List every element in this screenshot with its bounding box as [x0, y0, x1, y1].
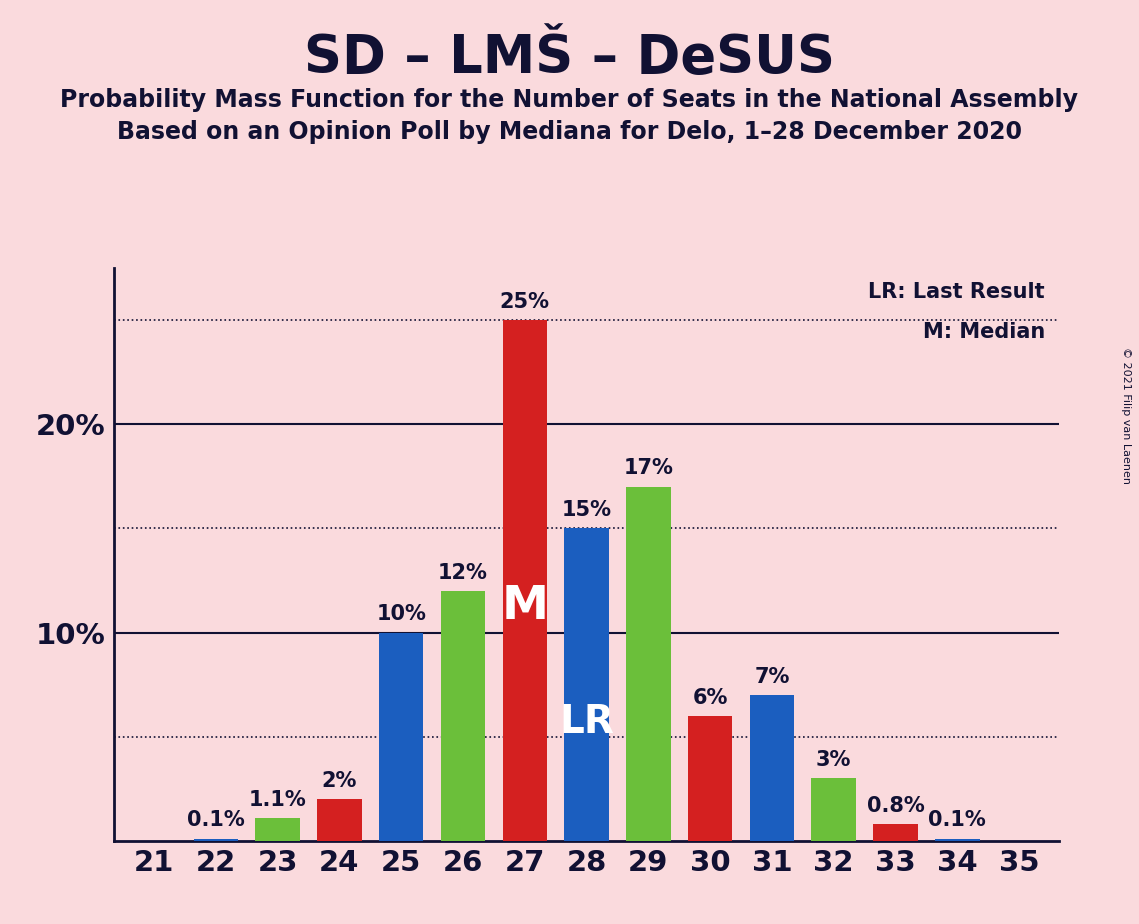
Bar — [688, 716, 732, 841]
Bar — [255, 818, 300, 841]
Bar — [379, 633, 424, 841]
Text: 0.1%: 0.1% — [187, 810, 245, 831]
Text: 0.8%: 0.8% — [867, 796, 925, 816]
Text: 1.1%: 1.1% — [248, 790, 306, 809]
Text: LR: Last Result: LR: Last Result — [868, 283, 1046, 302]
Bar — [441, 590, 485, 841]
Text: 15%: 15% — [562, 500, 612, 520]
Text: 12%: 12% — [439, 563, 487, 582]
Bar — [811, 778, 857, 841]
Text: M: M — [501, 584, 548, 629]
Text: 0.1%: 0.1% — [928, 810, 986, 831]
Text: 10%: 10% — [376, 604, 426, 625]
Text: Based on an Opinion Poll by Mediana for Delo, 1–28 December 2020: Based on an Opinion Poll by Mediana for … — [117, 120, 1022, 144]
Bar — [317, 799, 362, 841]
Text: © 2021 Filip van Laenen: © 2021 Filip van Laenen — [1121, 347, 1131, 484]
Text: 3%: 3% — [816, 750, 852, 770]
Bar — [194, 839, 238, 841]
Bar — [564, 529, 609, 841]
Bar — [626, 487, 671, 841]
Text: 6%: 6% — [693, 687, 728, 708]
Text: M: Median: M: Median — [923, 322, 1046, 343]
Text: Probability Mass Function for the Number of Seats in the National Assembly: Probability Mass Function for the Number… — [60, 88, 1079, 112]
Text: LR: LR — [559, 703, 614, 741]
Text: 7%: 7% — [754, 667, 789, 687]
Text: 17%: 17% — [623, 458, 673, 479]
Text: SD – LMŠ – DeSUS: SD – LMŠ – DeSUS — [304, 32, 835, 84]
Text: 25%: 25% — [500, 292, 550, 311]
Bar — [502, 320, 547, 841]
Bar — [935, 839, 980, 841]
Bar — [874, 824, 918, 841]
Text: 2%: 2% — [321, 771, 358, 791]
Bar — [749, 695, 794, 841]
